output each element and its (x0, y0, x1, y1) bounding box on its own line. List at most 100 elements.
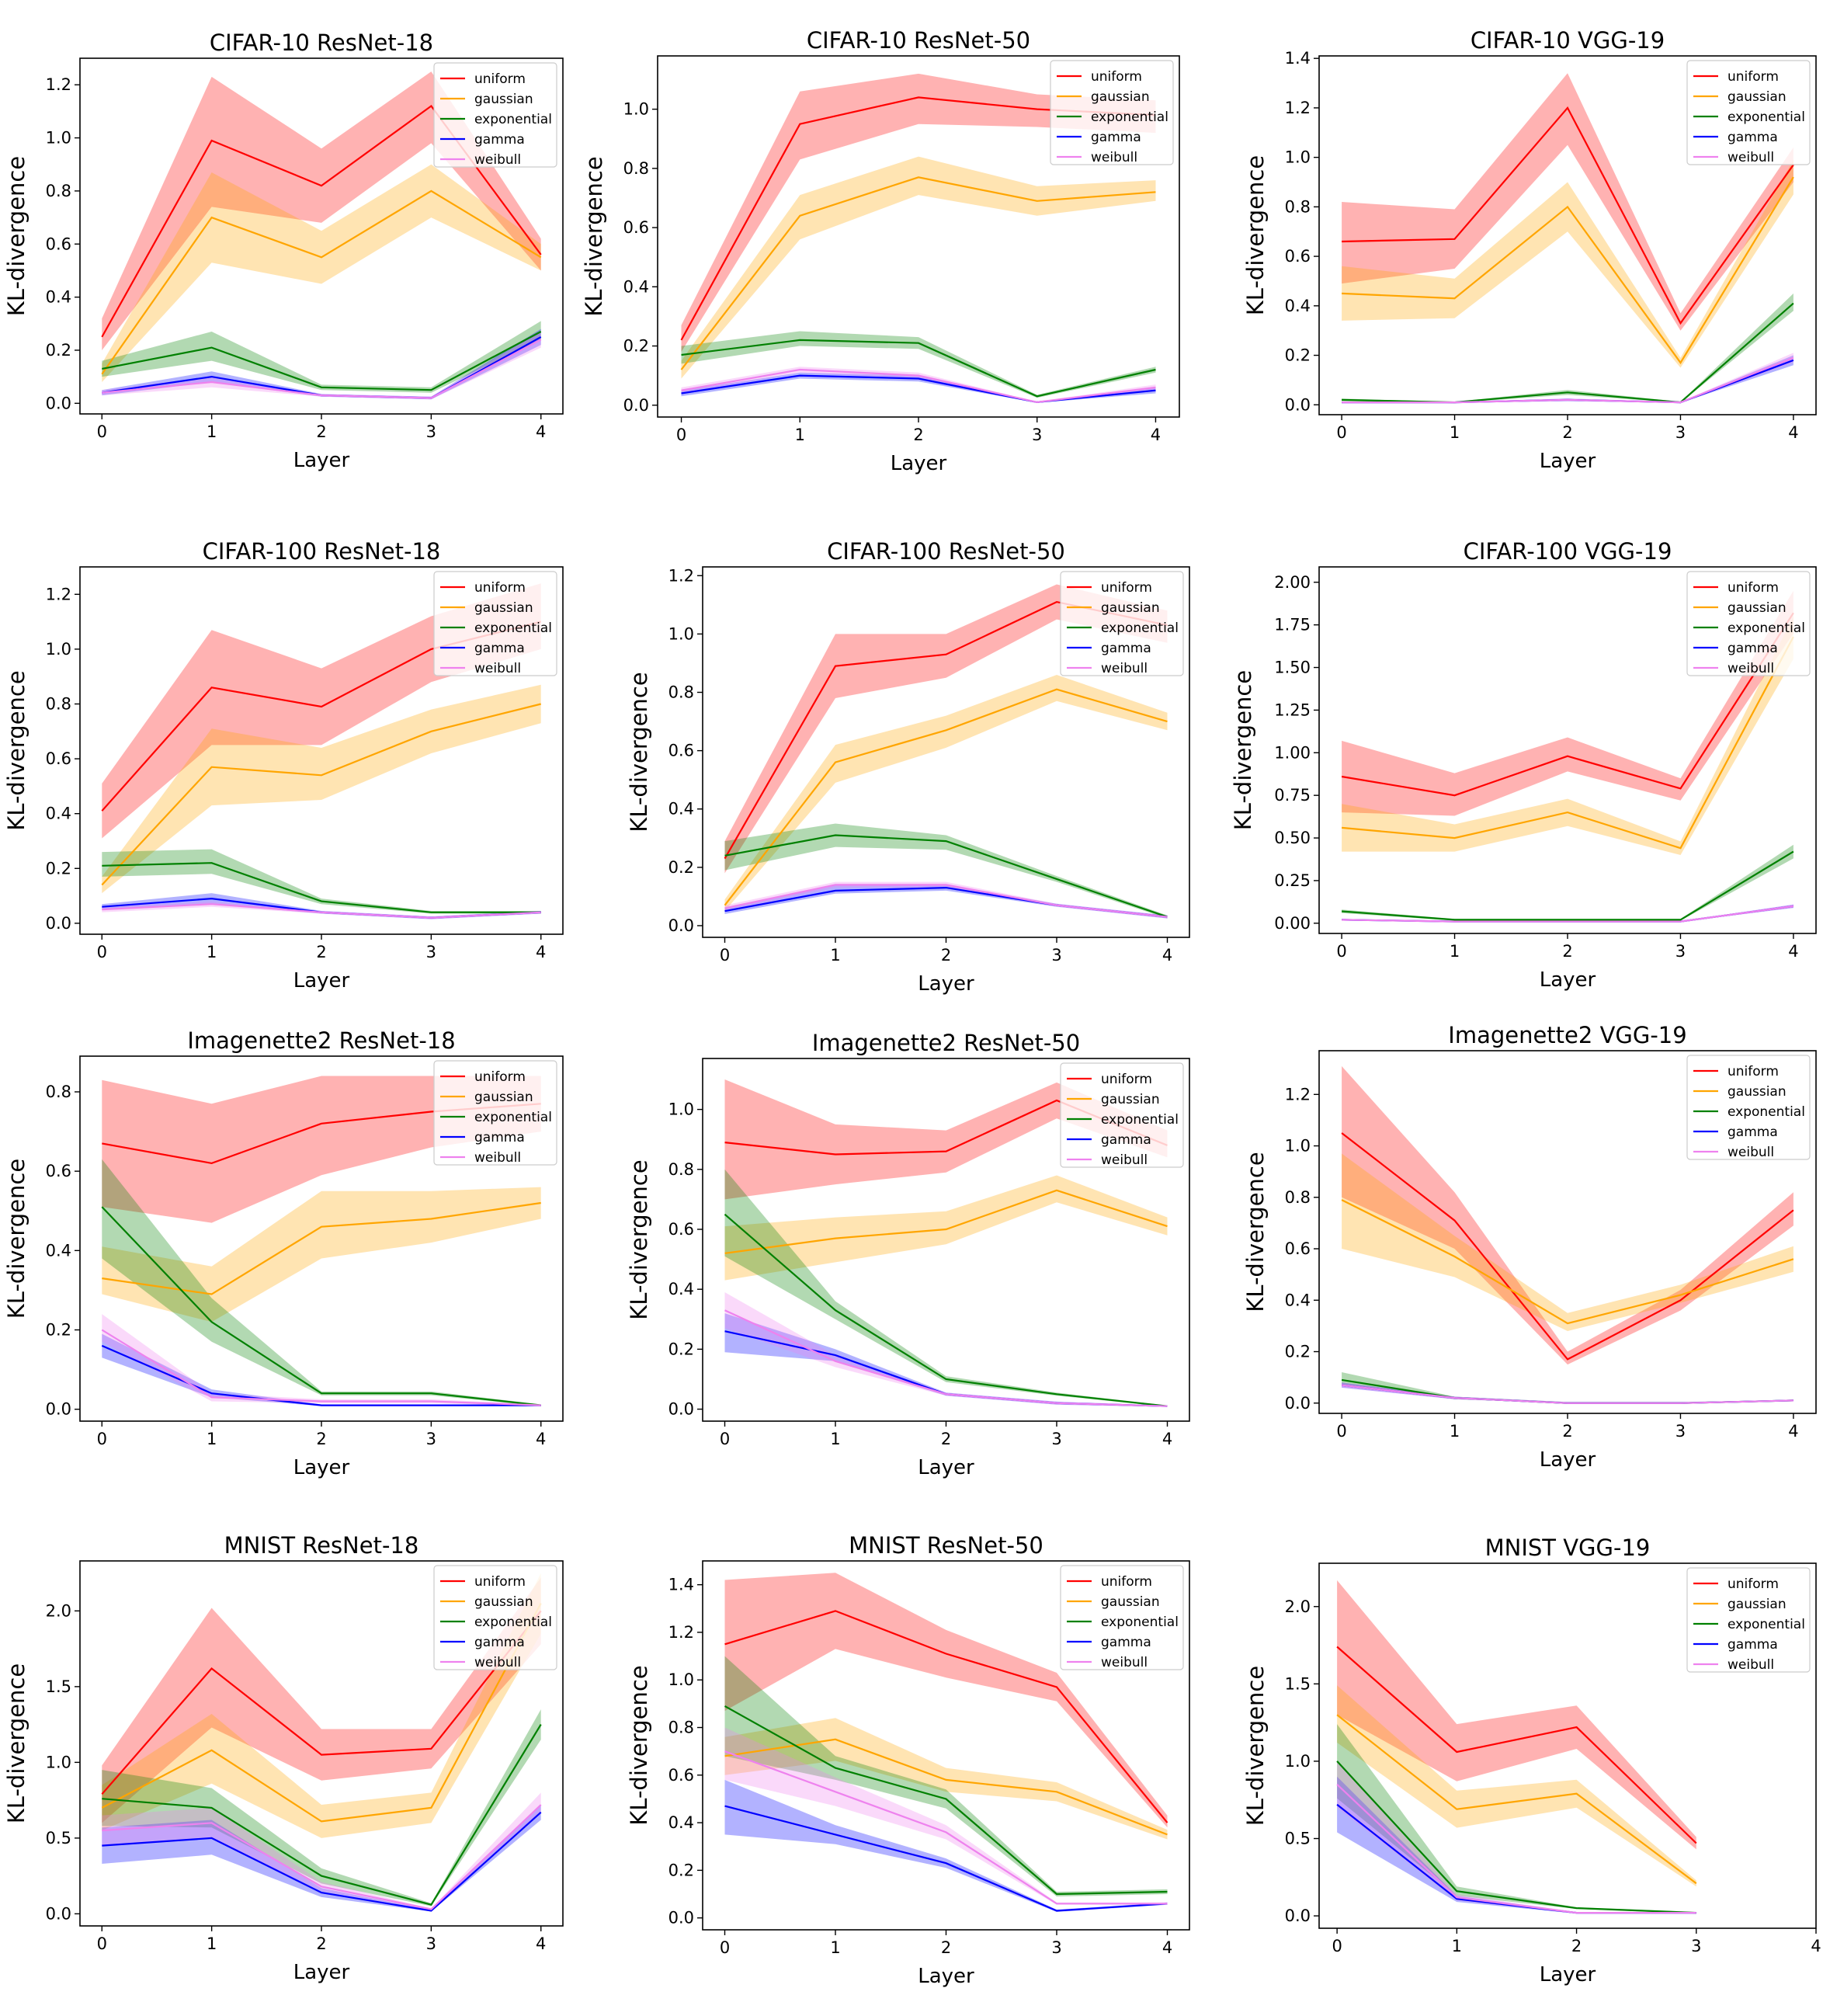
x-axis-label: Layer (1540, 1448, 1596, 1472)
band-exponential (1342, 844, 1793, 921)
x-tick-label: 2 (316, 422, 326, 441)
line-gaussian (101, 189, 542, 375)
band-uniform (102, 1577, 541, 1823)
line-exponential (102, 1724, 542, 1906)
y-tick-label: 0.6 (46, 235, 71, 253)
line-gaussian (102, 1201, 541, 1295)
band-exponential (724, 1169, 1168, 1407)
x-tick-label: 0 (1336, 942, 1346, 961)
y-tick-label: 0.6 (46, 749, 71, 768)
y-tick-label: 2.0 (46, 1601, 71, 1620)
x-tick-label: 0 (720, 946, 730, 965)
line-weibull (724, 1750, 1168, 1905)
legend: uniform gaussian exponential gamma weibull (1060, 1565, 1184, 1670)
y-tick-label: 0.2 (668, 1861, 694, 1879)
plot-area (101, 583, 541, 919)
subplot-4: 0 1 2 3 4 0.0 0.2 0.4 0.6 0.8 1.0 1.2 CIFAR-100 ResN… (626, 538, 1190, 996)
legend-label-gamma: gamma (1101, 641, 1151, 656)
line-weibull (102, 903, 541, 919)
legend-box (1060, 571, 1184, 676)
y-tick-label: 0.8 (1285, 197, 1311, 216)
x-tick-label: 2 (1562, 1422, 1572, 1441)
legend-box (1060, 1062, 1184, 1168)
legend: uniform gaussian exponential gamma weibull (1060, 571, 1184, 676)
legend-label-exponential: exponential (1728, 109, 1805, 125)
legend-label-weibull: weibull (474, 661, 521, 676)
x-tick-label: 3 (1675, 942, 1686, 961)
band-weibull (102, 1792, 541, 1910)
x-tick-label: 2 (1571, 1937, 1582, 1955)
y-tick-label: 1.2 (1285, 1085, 1311, 1104)
y-tick-label: 0.0 (46, 914, 71, 933)
y-tick-label: 0.0 (46, 1904, 71, 1923)
band-uniform (1342, 1065, 1793, 1365)
x-tick-label: 0 (720, 1938, 730, 1957)
y-tick-label: 0.8 (46, 694, 71, 713)
plot-area (101, 1573, 542, 1912)
x-tick-label: 4 (1788, 1422, 1798, 1441)
chart-title: MNIST ResNet-50 (849, 1532, 1043, 1559)
y-tick-label: 0.6 (1285, 247, 1311, 266)
y-tick-label: 0.0 (668, 916, 694, 935)
legend-label-weibull: weibull (1101, 661, 1148, 676)
legend-label-gaussian: gaussian (474, 92, 533, 107)
y-tick-label: 0.8 (46, 1083, 71, 1101)
y-tick-label: 0.4 (46, 288, 71, 307)
y-tick-label: 0.5 (46, 1829, 71, 1847)
y-axis-label: KL-divergence (626, 1159, 652, 1319)
legend-label-gaussian: gaussian (1728, 1597, 1787, 1612)
x-axis-label: Layer (918, 1456, 974, 1479)
y-tick-label: 1.0 (46, 640, 71, 659)
subplot-11: 0 1 2 3 4 0.0 0.5 1.0 1.5 2.0 MNIST VGG-19 Layer KL-… (1242, 1535, 1821, 1986)
x-tick-label: 3 (1051, 1938, 1061, 1957)
line-uniform (1341, 1132, 1794, 1361)
x-tick-label: 4 (1788, 423, 1798, 442)
y-tick-label: 0.6 (46, 1162, 71, 1180)
x-tick-label: 0 (1336, 1422, 1346, 1441)
y-tick-label: 0.8 (46, 182, 71, 200)
chart-title: CIFAR-100 ResNet-18 (203, 538, 441, 565)
chart-title: CIFAR-10 ResNet-18 (210, 30, 433, 56)
y-tick-label: 0.25 (1274, 871, 1311, 890)
plot-area (1341, 590, 1794, 923)
x-tick-label: 2 (941, 1430, 951, 1448)
line-exponential (102, 862, 541, 913)
legend: uniform gaussian exponential gamma weibull (1686, 571, 1811, 676)
y-tick-label: 0.0 (668, 1400, 694, 1419)
x-axis-label: Layer (1540, 968, 1596, 992)
line-gamma (724, 1805, 1168, 1912)
x-tick-label: 1 (830, 946, 840, 965)
plot-area (724, 1573, 1168, 1912)
legend-label-weibull: weibull (1101, 1655, 1148, 1670)
line-weibull (724, 1309, 1168, 1407)
line-gaussian (101, 1603, 542, 1823)
legend-label-uniform: uniform (474, 580, 526, 596)
subplot-6: 0 1 2 3 4 0.0 0.2 0.4 0.6 0.8 Imagenette2 ResNet-1… (3, 1027, 564, 1479)
line-weibull (1342, 356, 1794, 404)
band-uniform (724, 1573, 1168, 1828)
band-exponential (1342, 1372, 1793, 1403)
legend-label-uniform: uniform (1728, 69, 1779, 85)
y-tick-label: 1.0 (1285, 148, 1311, 167)
y-tick-label: 1.0 (668, 1670, 694, 1689)
x-tick-label: 1 (795, 426, 805, 444)
y-tick-label: 2.0 (1285, 1597, 1311, 1616)
y-axis-label: KL-divergence (581, 156, 607, 316)
x-tick-label: 4 (536, 1934, 546, 1953)
legend-label-gamma: gamma (1101, 1635, 1151, 1650)
y-tick-label: 1.4 (668, 1576, 694, 1594)
line-uniform (724, 1610, 1168, 1823)
band-exponential (102, 1159, 541, 1406)
band-weibull (681, 367, 1156, 403)
x-tick-label: 2 (941, 1938, 951, 1957)
band-gaussian (102, 1573, 541, 1838)
x-tick-label: 4 (1811, 1937, 1821, 1955)
chart-title: MNIST VGG-19 (1485, 1535, 1651, 1561)
line-gamma (681, 374, 1156, 404)
y-tick-label: 0.6 (668, 1766, 694, 1785)
line-gaussian (1342, 176, 1794, 365)
y-tick-label: 1.5 (1285, 1674, 1311, 1693)
legend-label-gaussian: gaussian (1728, 89, 1787, 105)
y-tick-label: 0.0 (1285, 1394, 1311, 1413)
legend-label-weibull: weibull (1728, 150, 1774, 165)
